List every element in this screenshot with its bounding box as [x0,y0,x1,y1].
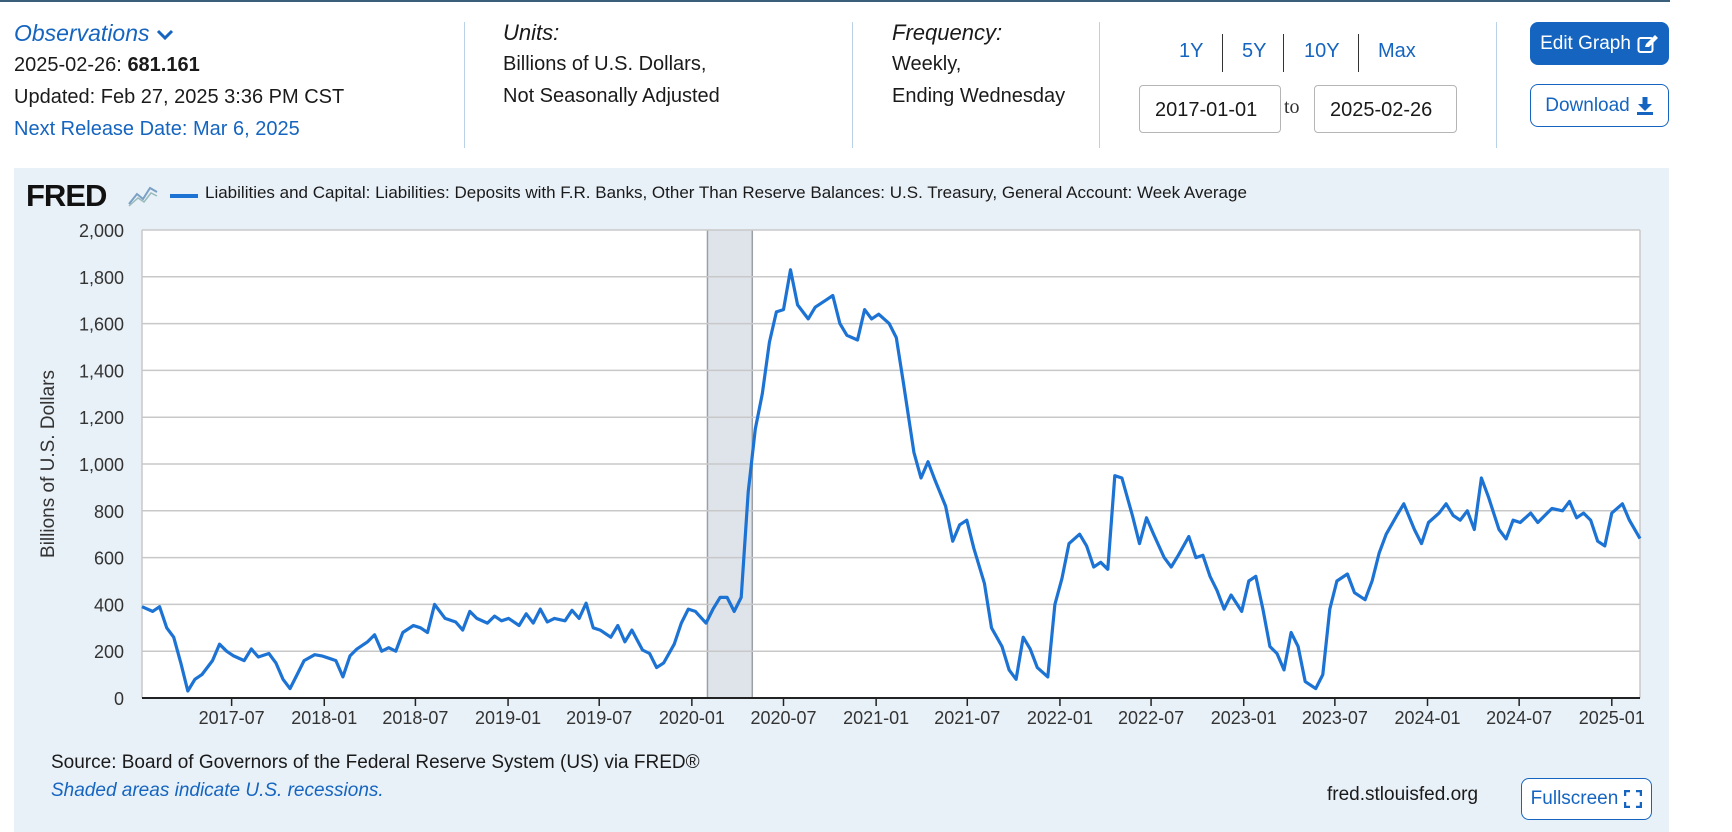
y-tick-label: 2,000 [79,221,124,241]
edit-graph-label: Edit Graph [1540,32,1631,54]
series-line [141,268,1642,693]
frequency-line-2: Ending Wednesday [892,85,1066,107]
fullscreen-button[interactable]: Fullscreen [1521,778,1652,820]
x-tick-label: 2020-07 [750,708,816,728]
edit-icon [1637,34,1658,53]
download-icon [1636,96,1653,115]
units-line-2: Not Seasonally Adjusted [503,85,720,107]
x-tick-label: 2024-07 [1486,708,1552,728]
fullscreen-label: Fullscreen [1530,788,1619,809]
y-tick-label: 400 [94,595,124,615]
observations-block: Observations 2025-02-26: 681.161 Updated… [14,20,344,145]
header-divider [1496,22,1497,148]
latest-observation: 2025-02-26: 681.161 [14,49,344,81]
download-button[interactable]: Download [1530,84,1669,127]
x-tick-label: 2023-01 [1211,708,1277,728]
observation-value: 681.161 [127,54,200,76]
observation-date: 2025-02-26: [14,54,122,76]
x-tick-label: 2022-07 [1118,708,1184,728]
x-tick-label: 2025-01 [1579,708,1645,728]
header-divider [1099,22,1100,148]
end-date-input[interactable]: 2025-02-26 [1314,85,1457,133]
y-tick-label: 200 [94,642,124,662]
fred-logo: FRED [26,178,107,213]
y-tick-label: 1,200 [79,408,124,428]
x-tick-label: 2020-01 [659,708,725,728]
units-block: Units: Billions of U.S. Dollars, Not Sea… [503,20,720,112]
to-label: to [1284,96,1300,118]
fred-url: fred.stlouisfed.org [1327,784,1479,805]
frequency-block: Frequency: Weekly, Ending Wednesday [892,20,1065,112]
y-tick-label: 0 [114,689,124,709]
units-label: Units: [503,20,560,45]
y-tick-label: 1,400 [79,361,124,381]
observations-label: Observations [14,20,150,46]
x-tick-label: 2021-01 [843,708,909,728]
range-separator [1283,34,1284,72]
range-max-button[interactable]: Max [1378,40,1416,62]
frequency-label: Frequency: [892,20,1003,45]
source-text: Source: Board of Governors of the Federa… [51,752,700,773]
x-tick-label: 2019-01 [475,708,541,728]
observations-dropdown[interactable]: Observations [14,20,344,47]
range-5y-button[interactable]: 5Y [1242,40,1267,62]
x-tick-label: 2017-07 [199,708,265,728]
y-tick-label: 800 [94,502,124,522]
fullscreen-icon [1624,790,1643,808]
range-separator [1222,34,1223,72]
x-tick-label: 2018-01 [291,708,357,728]
y-tick-label: 600 [94,549,124,569]
range-separator [1358,34,1359,72]
frequency-line-1: Weekly, [892,53,962,75]
recession-note: Shaded areas indicate U.S. recessions. [51,780,384,801]
x-tick-label: 2024-01 [1394,708,1460,728]
header-divider [464,22,465,148]
chevron-down-icon [156,29,173,40]
header-divider [852,22,853,148]
x-tick-label: 2018-07 [382,708,448,728]
start-date-input[interactable]: 2017-01-01 [1139,85,1281,133]
legend-label: Liabilities and Capital: Liabilities: De… [205,183,1247,202]
updated-text: Updated: Feb 27, 2025 3:36 PM CST [14,86,345,108]
x-tick-label: 2019-07 [566,708,632,728]
download-label: Download [1545,94,1630,116]
top-rule [0,0,1670,2]
range-1y-button[interactable]: 1Y [1179,40,1204,62]
x-tick-label: 2022-01 [1027,708,1093,728]
units-line-1: Billions of U.S. Dollars, [503,53,707,75]
legend-swatch [170,194,198,198]
y-tick-label: 1,600 [79,315,124,335]
line-chart: 0 200 400 600 800 1,000 1,200 1,400 1,600 1,800 2,… [38,221,1645,728]
x-tick-label: 2023-07 [1302,708,1368,728]
range-10y-button[interactable]: 10Y [1304,40,1340,62]
y-tick-label: 1,800 [79,268,124,288]
y-tick-label: 1,000 [79,455,124,475]
next-release-link[interactable]: Next Release Date: Mar 6, 2025 [14,118,300,140]
x-tick-label: 2021-07 [934,708,1000,728]
y-axis-label: Billions of U.S. Dollars [38,370,59,558]
chart-logo-icon [128,186,158,207]
edit-graph-button[interactable]: Edit Graph [1530,22,1669,65]
